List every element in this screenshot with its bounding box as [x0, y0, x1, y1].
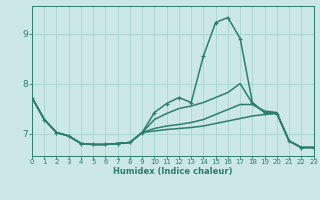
X-axis label: Humidex (Indice chaleur): Humidex (Indice chaleur): [113, 167, 233, 176]
